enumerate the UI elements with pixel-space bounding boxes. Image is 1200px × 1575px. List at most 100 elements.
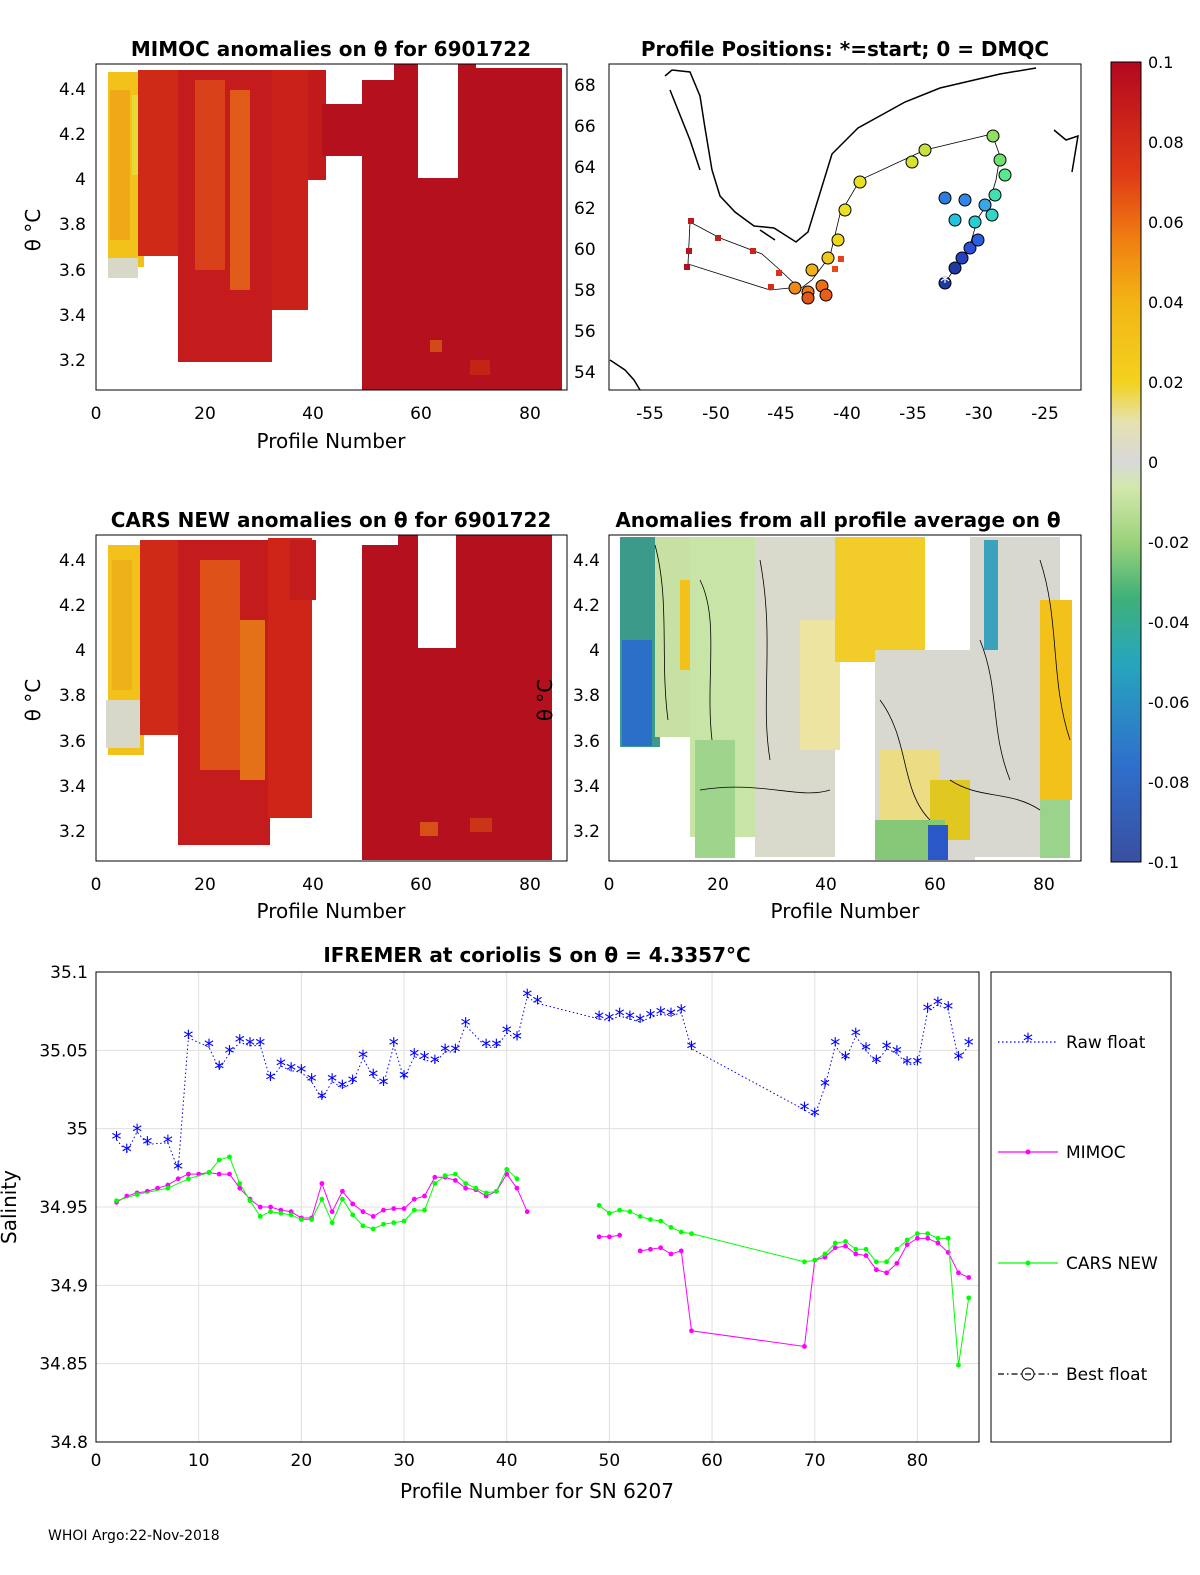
dot-icon [1025,1149,1031,1155]
raw-float-point: * [296,1060,306,1084]
mimoc-point [237,1185,243,1191]
x-axis-label: Profile Number [257,899,407,923]
raw-float-point: * [625,1007,635,1031]
panel-cars-anomalies: CARS NEW anomalies on θ for 6901722 3.2 … [21,508,568,923]
float-track: * [684,129,1012,305]
raw-float-point: * [604,1009,614,1033]
raw-float-point: * [132,1120,142,1144]
footer-credit: WHOI Argo:22-Nov-2018 [48,1528,220,1544]
raw-float-point: * [461,1013,471,1037]
x-tick-label: 50 [599,1451,621,1471]
mimoc-point [401,1206,407,1211]
raw-float-point: * [255,1034,265,1058]
axes-box [95,534,568,862]
svg-text:3.8: 3.8 [59,215,86,235]
cars-new-point [956,1362,961,1368]
raw-float-point: * [882,1037,892,1061]
raw-float-point: * [440,1040,450,1064]
mimoc-point [802,1344,807,1349]
x-tick-label: 30 [393,1451,415,1471]
raw-float-point: * [871,1051,881,1075]
cars-new-point [391,1220,397,1226]
heatmap-cells [108,64,562,390]
cars-new-point [668,1224,674,1230]
mimoc-point [832,1245,838,1251]
svg-text:54: 54 [574,363,596,383]
svg-text:4.2: 4.2 [573,596,600,616]
svg-text:80: 80 [519,404,541,424]
panel-title: MIMOC anomalies on θ for 6901722 [131,37,531,61]
cars-new-point [966,1295,972,1301]
svg-text:3.2: 3.2 [59,822,86,842]
mimoc-point [514,1185,520,1191]
cars-new-point [822,1251,828,1257]
raw-float-point: * [183,1026,193,1050]
cars-new-point [514,1176,520,1182]
mimoc-point [227,1171,232,1177]
raw-float-point: * [799,1098,809,1122]
cars-new-point [432,1181,438,1186]
series-mimoc [114,1170,972,1349]
y-ticks: 3.2 3.4 3.6 3.8 4 4.2 4.4 [59,551,86,842]
svg-text:68: 68 [574,76,596,96]
raw-float-point: * [830,1034,840,1058]
svg-text:80: 80 [1033,875,1055,895]
svg-text:-30: -30 [965,404,993,424]
mimoc-point [350,1201,356,1207]
svg-text:40: 40 [302,875,324,895]
svg-text:60: 60 [410,875,432,895]
cars-new-point [442,1173,448,1179]
mimoc-point [966,1275,972,1280]
panel-title: Profile Positions: *=start; 0 = DMQC [641,37,1049,61]
svg-text:-0.1: -0.1 [1148,853,1179,872]
raw-float-point: * [666,1004,676,1028]
svg-text:4.4: 4.4 [573,551,600,571]
raw-float-point: * [266,1068,276,1092]
cars-new-point [247,1198,253,1204]
raw-float-point: * [912,1052,922,1076]
raw-float-point: * [491,1035,501,1059]
svg-text:56: 56 [574,322,596,342]
svg-text:-40: -40 [833,404,861,424]
y-tick-label: 34.8 [50,1433,88,1453]
cars-new-point [812,1257,818,1263]
cars-new-point [422,1207,427,1213]
cars-new-point [257,1214,263,1219]
axes-box [608,63,1082,391]
asterisk-icon: * [1023,1029,1033,1053]
series-cars-new [114,1154,972,1368]
x-ticks: 0 20 40 60 80 [91,404,541,424]
svg-text:20: 20 [194,875,216,895]
x-tick-label: 40 [496,1451,518,1471]
legend-mimoc: MIMOC [998,1143,1126,1163]
svg-text:3.4: 3.4 [59,777,86,797]
mimoc-point [329,1209,335,1215]
mimoc-point [524,1209,530,1215]
raw-float-point: * [337,1076,347,1100]
y-ticks: 3.2 3.4 3.6 3.8 4 4.2 4.4 [573,551,600,842]
svg-text:0: 0 [1148,453,1158,472]
heatmap-cells [620,537,1072,860]
svg-text:3.8: 3.8 [573,686,600,706]
cars-new-point [637,1214,643,1219]
raw-float-point: * [430,1051,440,1075]
mimoc-point [678,1248,684,1254]
cars-new-point [227,1154,232,1160]
x-tick-label: 70 [804,1451,826,1471]
legend-raw-float: * Raw float [998,1029,1146,1053]
raw-float-point: * [348,1071,358,1095]
svg-text:0: 0 [91,875,102,895]
svg-text:-25: -25 [1031,404,1059,424]
cars-new-point [494,1188,499,1194]
svg-text:40: 40 [815,875,837,895]
svg-text:Raw float: Raw float [1066,1033,1146,1053]
svg-text:4.4: 4.4 [59,80,86,100]
raw-float-point: * [399,1067,409,1091]
raw-float-point: * [656,1002,666,1026]
raw-float-point: * [224,1041,234,1065]
y-axis-label: θ °C [21,679,45,722]
dot-icon [1025,1260,1031,1266]
mimoc-point [360,1209,366,1215]
mimoc-point [411,1196,417,1202]
